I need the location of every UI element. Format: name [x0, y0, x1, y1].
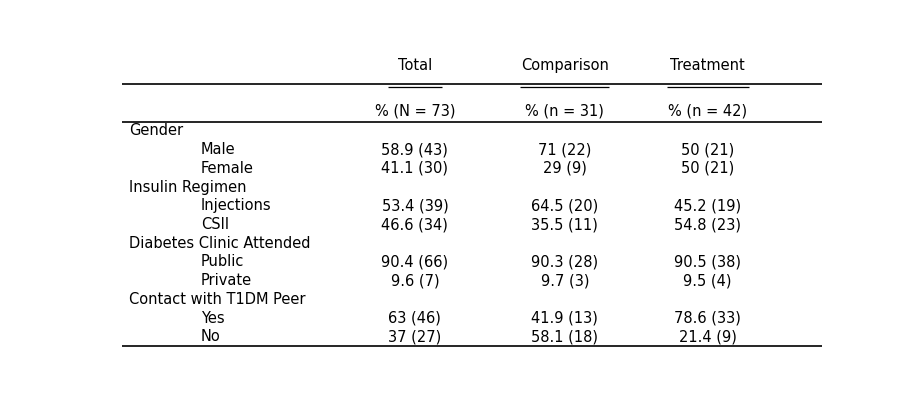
Text: Public: Public — [201, 255, 244, 269]
Text: Insulin Regimen: Insulin Regimen — [129, 180, 247, 195]
Text: 35.5 (11): 35.5 (11) — [531, 217, 599, 232]
Text: Contact with T1DM Peer: Contact with T1DM Peer — [129, 292, 306, 307]
Text: 21.4 (9): 21.4 (9) — [679, 329, 737, 344]
Text: % (n = 42): % (n = 42) — [668, 103, 747, 119]
Text: 90.3 (28): 90.3 (28) — [531, 255, 599, 269]
Text: % (N = 73): % (N = 73) — [375, 103, 455, 119]
Text: No: No — [201, 329, 220, 344]
Text: Treatment: Treatment — [670, 58, 745, 73]
Text: 53.4 (39): 53.4 (39) — [381, 198, 449, 213]
Text: % (n = 31): % (n = 31) — [525, 103, 604, 119]
Text: 45.2 (19): 45.2 (19) — [674, 198, 741, 213]
Text: Injections: Injections — [201, 198, 272, 213]
Text: Gender: Gender — [129, 123, 183, 138]
Text: 58.9 (43): 58.9 (43) — [381, 142, 449, 157]
Text: CSII: CSII — [201, 217, 229, 232]
Text: 46.6 (34): 46.6 (34) — [381, 217, 449, 232]
Text: 78.6 (33): 78.6 (33) — [674, 310, 741, 325]
Text: Diabetes Clinic Attended: Diabetes Clinic Attended — [129, 236, 311, 251]
Text: 37 (27): 37 (27) — [389, 329, 441, 344]
Text: Total: Total — [398, 58, 432, 73]
Text: Yes: Yes — [201, 310, 225, 325]
Text: Female: Female — [201, 161, 253, 176]
Text: 41.9 (13): 41.9 (13) — [531, 310, 599, 325]
Text: 50 (21): 50 (21) — [681, 142, 734, 157]
Text: 50 (21): 50 (21) — [681, 161, 734, 176]
Text: 58.1 (18): 58.1 (18) — [531, 329, 599, 344]
Text: 9.7 (3): 9.7 (3) — [541, 273, 589, 288]
Text: 9.6 (7): 9.6 (7) — [391, 273, 439, 288]
Text: 9.5 (4): 9.5 (4) — [683, 273, 732, 288]
Text: 64.5 (20): 64.5 (20) — [531, 198, 599, 213]
Text: 54.8 (23): 54.8 (23) — [674, 217, 741, 232]
Text: 63 (46): 63 (46) — [389, 310, 441, 325]
Text: Private: Private — [201, 273, 252, 288]
Text: Male: Male — [201, 142, 236, 157]
Text: 90.4 (66): 90.4 (66) — [381, 255, 449, 269]
Text: Comparison: Comparison — [521, 58, 609, 73]
Text: 41.1 (30): 41.1 (30) — [381, 161, 449, 176]
Text: 90.5 (38): 90.5 (38) — [674, 255, 741, 269]
Text: 29 (9): 29 (9) — [542, 161, 587, 176]
Text: 71 (22): 71 (22) — [538, 142, 591, 157]
